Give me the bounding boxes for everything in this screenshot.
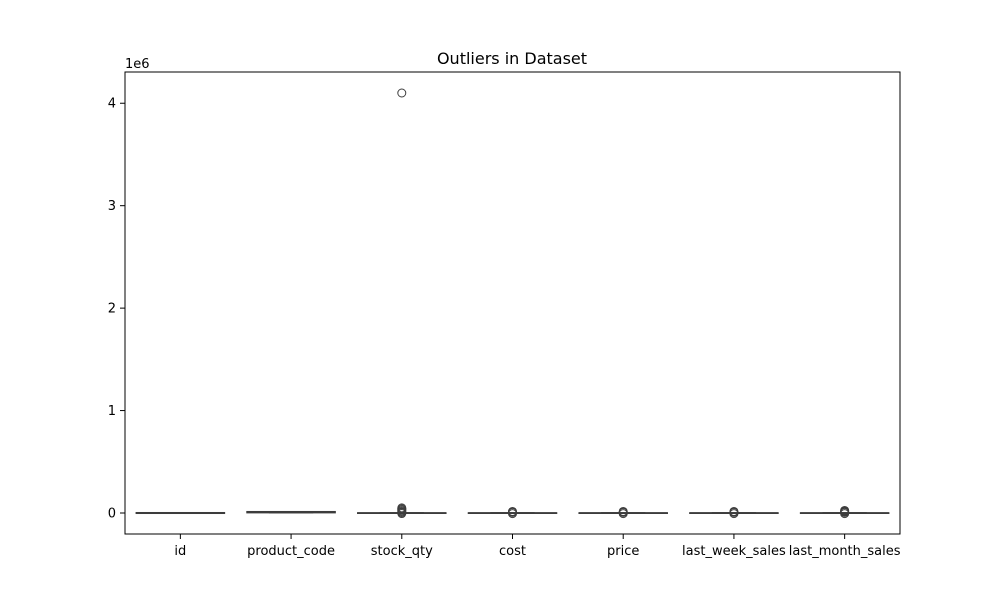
y-tick-label-0: 0 (108, 507, 116, 522)
x-tick-label-last_week_sales: last_week_sales (682, 544, 786, 559)
box-stock_qty (357, 88, 447, 519)
x-tick-label-stock_qty: stock_qty (371, 544, 433, 559)
outlier-last_week_sales-3 (729, 509, 739, 519)
y-tick-label-3: 3 (108, 199, 116, 214)
y-tick-label-4: 4 (108, 97, 116, 112)
x-tick-label-id: id (174, 544, 186, 559)
box-product_code (246, 510, 336, 514)
outlier-stock_qty-7 (397, 509, 407, 519)
x-tick-label-cost: cost (499, 544, 526, 559)
y-tick-label-2: 2 (108, 302, 116, 317)
box-id (135, 511, 226, 515)
y-tick-label-1: 1 (108, 404, 116, 419)
y-axis-scale-label: 1e6 (125, 57, 150, 72)
outlier-cost-3 (508, 509, 517, 519)
box-last_month_sales (799, 505, 890, 519)
box-cost (467, 506, 558, 519)
x-tick-label-product_code: product_code (247, 544, 335, 559)
x-tick-label-last_month_sales: last_month_sales (789, 544, 901, 559)
outlier-price-3 (618, 509, 628, 519)
axes-frame (124, 71, 901, 535)
chart-title: Outliers in Dataset (437, 49, 587, 68)
box-last_week_sales (689, 506, 779, 519)
plot-area (135, 88, 890, 519)
outlier-stock_qty-0 (397, 88, 407, 98)
box-price (578, 506, 669, 519)
x-tick-label-price: price (607, 544, 639, 559)
outlier-last_month_sales-4 (840, 509, 850, 519)
